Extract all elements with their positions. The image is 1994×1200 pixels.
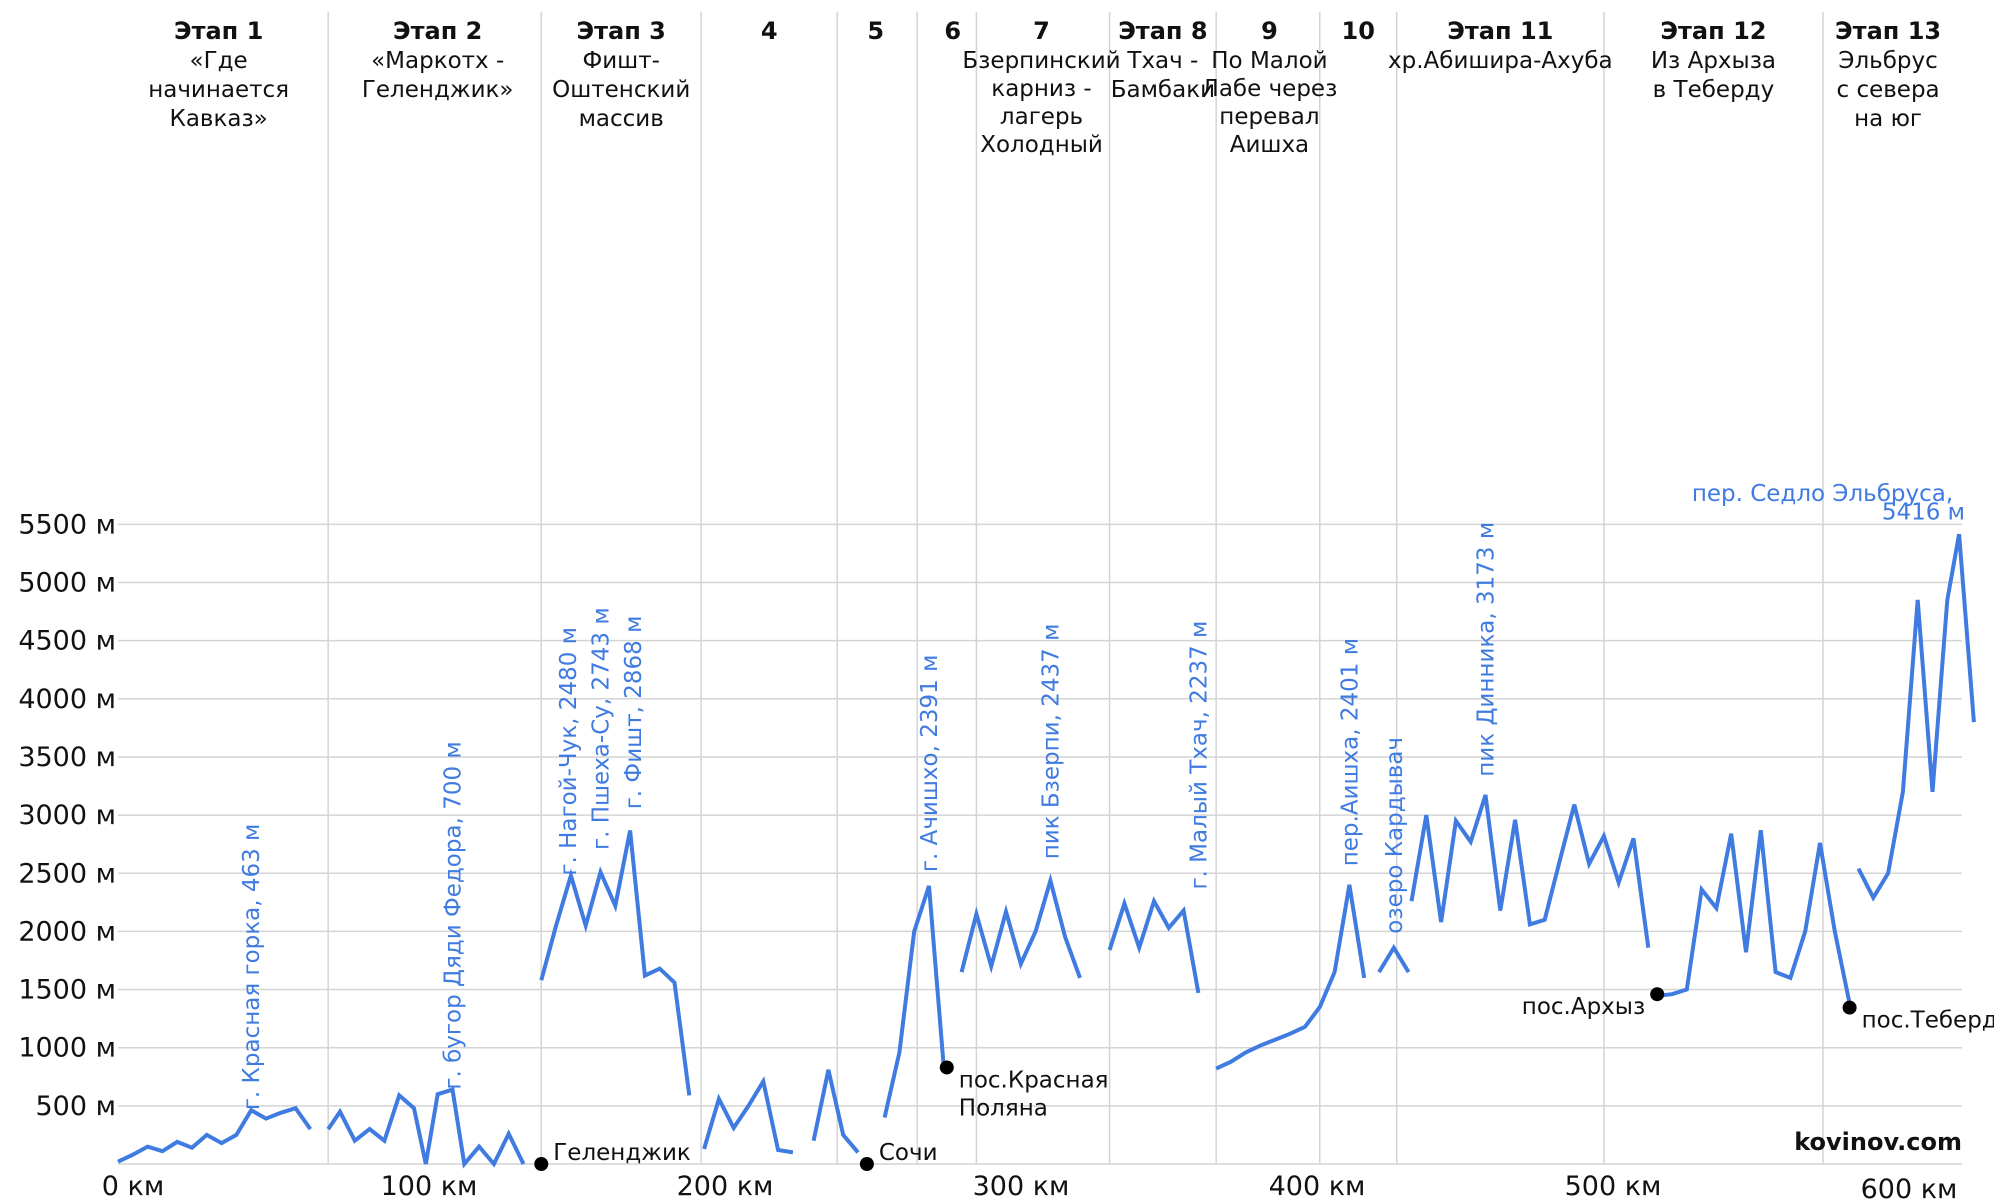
stage-title: 5 <box>867 17 884 45</box>
stage-subtitle: «Маркотх - <box>371 48 504 74</box>
elevation-line <box>117 1105 313 1164</box>
elevation-line <box>326 1087 526 1169</box>
stage-subtitle: хр.Абишира-Ахуба <box>1388 48 1613 74</box>
axes: 500 м 1000 м 1500 м 2000 м 2500 м 3000 м 3500 … <box>18 509 1957 1200</box>
place-marker-dot <box>859 1157 874 1171</box>
place-marker-dot <box>1650 987 1665 1002</box>
stage-subtitle: Оштенский <box>552 77 690 103</box>
stage-title: 4 <box>761 17 778 45</box>
credit-label: kovinov.com <box>1794 1128 1962 1156</box>
peak-annotations: г. Красная горка, 463 м г. бугор Дяди Фед… <box>239 481 1965 1110</box>
stage-subtitle: карниз - <box>991 76 1091 102</box>
peak-label: г. Нагой-Чук, 2480 м <box>556 627 582 876</box>
stage-subtitle: Аишха <box>1230 132 1309 158</box>
elevation-line <box>539 830 692 1096</box>
stage-subtitle: массив <box>579 106 664 132</box>
peak-label: пер.Аишха, 2401 м <box>1337 638 1363 866</box>
stage-subtitle: Бамбаки <box>1111 77 1215 103</box>
stage-subtitle: Из Архыза <box>1651 48 1776 74</box>
peak-label: пик Бзерпи, 2437 м <box>1038 624 1064 860</box>
place-marker-dot <box>534 1157 549 1171</box>
elevation-series <box>117 533 1976 1169</box>
y-tick-label: 4000 м <box>18 684 116 715</box>
y-tick-label: 4500 м <box>18 626 116 657</box>
place-label: Сочи <box>879 1140 938 1166</box>
stage-subtitle: По Малой <box>1211 48 1327 74</box>
x-tick-label: 0 км <box>102 1171 164 1200</box>
y-tick-label: 3000 м <box>18 800 116 831</box>
y-tick-label: 1500 м <box>18 975 116 1006</box>
x-tick-label: 400 км <box>1269 1171 1366 1200</box>
y-tick-label: 3500 м <box>18 742 116 773</box>
x-tick-label: 500 км <box>1565 1171 1662 1200</box>
place-label: Геленджик <box>553 1140 691 1166</box>
place-label: пос.Архыз <box>1522 994 1645 1020</box>
stage-subtitle: Эльбрус <box>1838 48 1937 74</box>
stage-title: Этап 13 <box>1835 17 1941 45</box>
stage-subtitle: лагерь <box>1000 104 1083 130</box>
stage-subtitle: в Теберду <box>1653 77 1775 103</box>
place-label: пос.Теберда <box>1862 1008 1994 1034</box>
elevation-line <box>1215 884 1367 1071</box>
x-tick-label: 100 км <box>381 1171 478 1200</box>
stage-title: 10 <box>1342 17 1375 45</box>
stage-title: 9 <box>1261 17 1278 45</box>
stage-title: Этап 1 <box>174 17 263 45</box>
place-label: пос.Красная <box>959 1067 1109 1093</box>
stage-subtitle: Лабе через <box>1202 76 1338 102</box>
x-tick-label: 200 км <box>677 1171 774 1200</box>
elevation-line <box>702 1076 794 1155</box>
x-tick-label: 600 км <box>1861 1174 1958 1200</box>
stage-title: Этап 11 <box>1447 17 1553 45</box>
elevation-line <box>1377 943 1411 974</box>
y-tick-label: 5500 м <box>18 509 116 540</box>
stage-title: Этап 3 <box>577 17 666 45</box>
peak-label: г. Красная горка, 463 м <box>239 824 265 1111</box>
peak-label: озеро Кардывач <box>1382 737 1408 934</box>
stage-subtitle: Кавказ» <box>169 106 267 132</box>
elevation-line <box>1107 896 1201 994</box>
stage-subtitle: на юг <box>1854 106 1922 132</box>
y-tick-label: 5000 м <box>18 568 116 599</box>
stage-subtitle: Бзерпинский <box>962 48 1120 74</box>
elevation-line <box>1659 829 1852 1004</box>
stage-subtitle: Фишт- <box>582 48 660 74</box>
peak-label: пер. Седло Эльбруса, <box>1692 481 1953 507</box>
elevation-line <box>959 873 1082 979</box>
place-label: Поляна <box>959 1095 1048 1121</box>
peak-label: г. Пшеха-Су, 2743 м <box>588 607 614 850</box>
stage-subtitle: Холодный <box>980 132 1103 158</box>
stage-title: 6 <box>944 17 961 45</box>
elevation-line <box>1409 794 1651 948</box>
y-tick-label: 1000 м <box>18 1033 116 1064</box>
stage-subtitle: Тхач - <box>1126 48 1198 74</box>
stage-title: Этап 2 <box>393 17 482 45</box>
stage-title: Этап 8 <box>1118 17 1207 45</box>
y-tick-label: 500 м <box>36 1091 117 1122</box>
peak-label: г. бугор Дяди Федора, 700 м <box>440 741 466 1089</box>
stage-subtitle: Геленджик» <box>362 77 514 103</box>
stage-subtitle: «Где <box>190 48 248 74</box>
peak-label: г. Малый Тхач, 2237 м <box>1186 621 1212 890</box>
stage-title: 7 <box>1033 17 1050 45</box>
peak-label: пик Динника, 3173 м <box>1474 522 1500 777</box>
place-marker-dot <box>939 1060 954 1075</box>
stage-subtitle: с севера <box>1837 77 1940 103</box>
stage-subtitle: перевал <box>1219 104 1319 130</box>
elevation-line <box>811 1069 860 1154</box>
peak-label: 5416 м <box>1882 500 1965 526</box>
x-tick-label: 300 км <box>973 1171 1070 1200</box>
stage-subtitle: начинается <box>148 77 289 103</box>
y-tick-label: 2500 м <box>18 858 116 889</box>
stage-title: Этап 12 <box>1660 17 1766 45</box>
stage-headers: Этап 1 «Где начинается Кавказ» Этап 2 «Маркот… <box>148 17 1941 158</box>
place-marker-dot <box>1842 1000 1857 1015</box>
elevation-line <box>1856 533 1976 902</box>
elevation-line <box>882 885 946 1118</box>
y-tick-label: 2000 м <box>18 916 116 947</box>
peak-label: г. Ачишхо, 2391 м <box>917 655 943 873</box>
peak-label: г. Фишт, 2868 м <box>621 616 647 810</box>
